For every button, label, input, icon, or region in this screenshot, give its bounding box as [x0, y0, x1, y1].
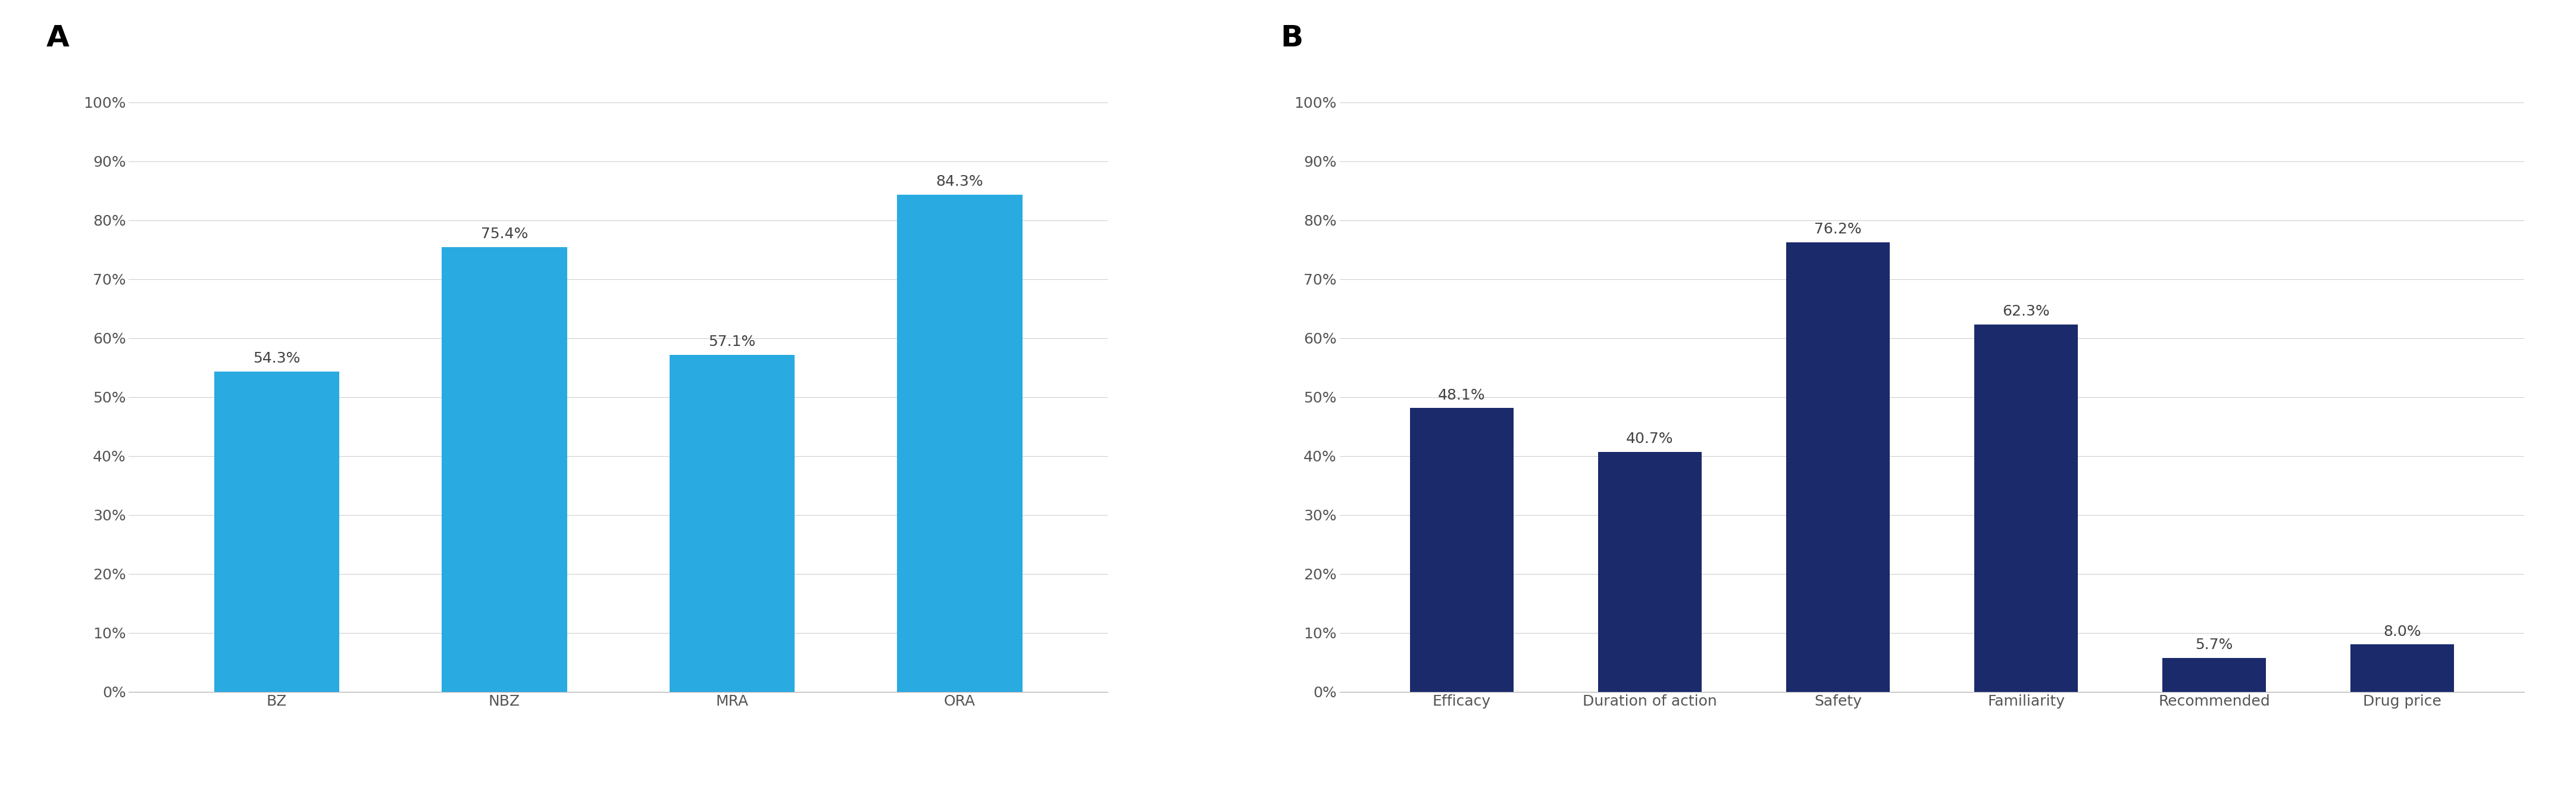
Text: 8.0%: 8.0% [2383, 624, 2421, 638]
Text: B: B [1280, 24, 1303, 52]
Text: 5.7%: 5.7% [2195, 638, 2233, 652]
Bar [1597, 452, 1703, 692]
Bar [896, 195, 1023, 692]
Text: 48.1%: 48.1% [1437, 388, 1486, 402]
Bar [1409, 408, 1515, 692]
Text: A: A [46, 24, 70, 52]
Text: 62.3%: 62.3% [2002, 304, 2050, 318]
Bar [1973, 325, 2079, 692]
Bar [443, 247, 567, 692]
Text: 54.3%: 54.3% [252, 351, 301, 365]
Text: 84.3%: 84.3% [935, 174, 984, 189]
Bar [214, 372, 340, 692]
Text: 75.4%: 75.4% [482, 227, 528, 241]
Bar [2161, 658, 2267, 692]
Text: 57.1%: 57.1% [708, 335, 755, 349]
Bar [2349, 645, 2455, 692]
Text: 76.2%: 76.2% [1814, 222, 1862, 237]
Text: 40.7%: 40.7% [1625, 432, 1674, 446]
Bar [670, 355, 793, 692]
Bar [1785, 242, 1891, 692]
